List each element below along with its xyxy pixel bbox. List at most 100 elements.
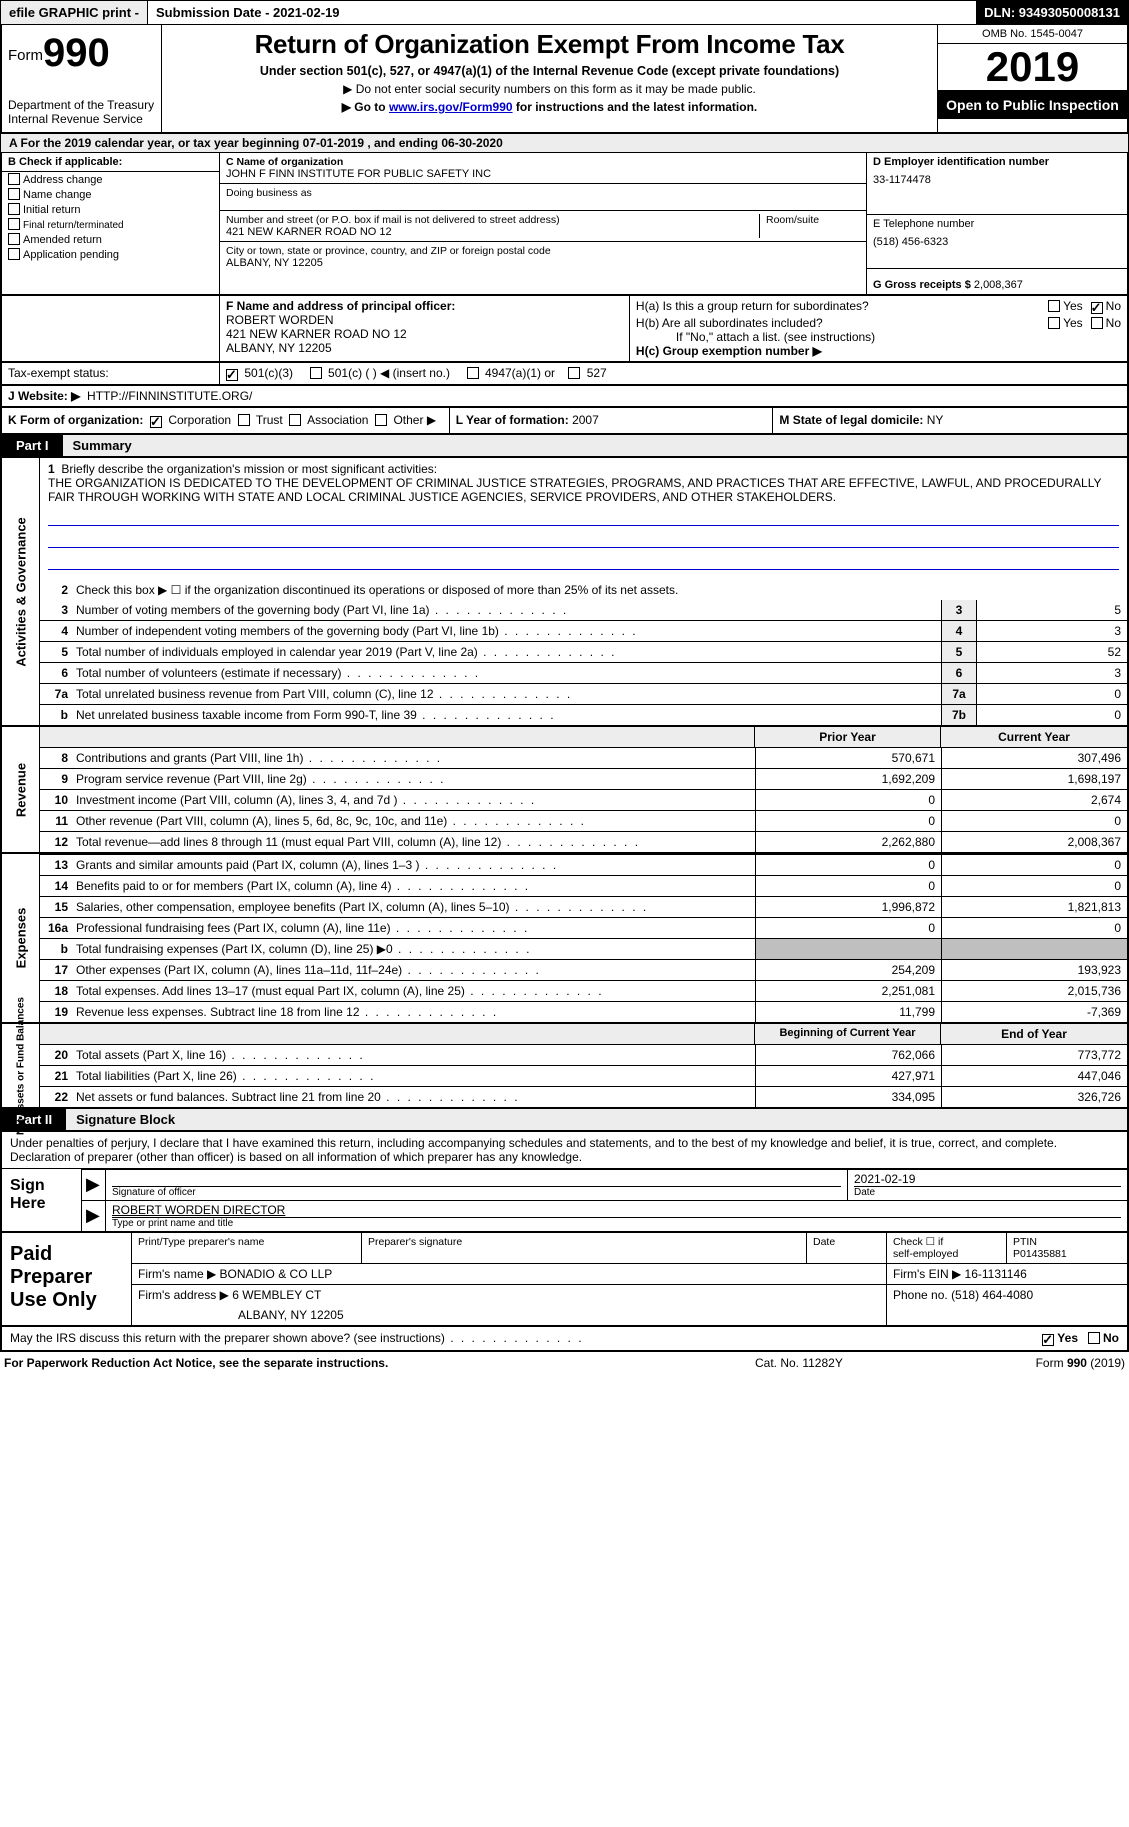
line-desc: Contributions and grants (Part VIII, lin…	[72, 748, 755, 768]
ha-no[interactable]: No	[1091, 299, 1121, 314]
form-header: Form990 Department of the Treasury Inter…	[0, 25, 1129, 134]
ha-yes[interactable]: Yes	[1048, 299, 1083, 314]
instructions-link[interactable]: www.irs.gov/Form990	[389, 100, 513, 114]
discuss-no[interactable]: No	[1088, 1331, 1119, 1346]
line-desc: Number of voting members of the governin…	[72, 600, 941, 620]
current-val: 193,923	[941, 960, 1127, 980]
k-label: K Form of organization:	[8, 413, 143, 427]
mission-q: Briefly describe the organization's miss…	[61, 462, 437, 476]
prior-val: 427,971	[755, 1066, 941, 1086]
vlabel-bal: Net Assets or Fund Balances	[15, 996, 26, 1134]
line-2: Check this box ▶ ☐ if the organization d…	[72, 580, 1127, 600]
line-desc: Program service revenue (Part VIII, line…	[72, 769, 755, 789]
hb-yes[interactable]: Yes	[1048, 316, 1083, 330]
line-num: 7a	[40, 684, 72, 704]
part-i-header: Part I Summary	[0, 435, 1129, 458]
year-formation: 2007	[572, 413, 599, 427]
current-val: 1,821,813	[941, 897, 1127, 917]
mission-blank-line	[48, 532, 1119, 548]
header-topbar: efile GRAPHIC print - Submission Date - …	[0, 0, 1129, 25]
b-initial-return[interactable]: Initial return	[2, 202, 219, 217]
prep-name-label: Print/Type preparer's name	[132, 1233, 362, 1263]
firm-addr-label: Firm's address ▶	[138, 1288, 229, 1302]
balances-block: Net Assets or Fund Balances Beginning of…	[0, 1024, 1129, 1109]
form-org-row: K Form of organization: Corporation Trus…	[0, 408, 1129, 435]
b-amended-return[interactable]: Amended return	[2, 232, 219, 247]
prior-val: 0	[755, 790, 941, 810]
line-ref: 5	[941, 642, 977, 662]
prior-val: 0	[755, 855, 941, 875]
prior-val: 1,692,209	[755, 769, 941, 789]
col-prior: Prior Year	[755, 727, 941, 747]
hb-no[interactable]: No	[1091, 316, 1121, 330]
b-final-return[interactable]: Final return/terminated	[2, 217, 219, 232]
ha-label: H(a) Is this a group return for subordin…	[636, 299, 1048, 314]
line-desc: Total expenses. Add lines 13–17 (must eq…	[72, 981, 755, 1001]
sig-date-label: Date	[854, 1186, 1121, 1198]
prior-val: 762,066	[755, 1045, 941, 1065]
form-rev: Form 990 (2019)	[955, 1356, 1125, 1370]
b-application-pending[interactable]: Application pending	[2, 247, 219, 262]
prior-val: 0	[755, 876, 941, 896]
return-subtitle: Under section 501(c), 527, or 4947(a)(1)…	[172, 64, 927, 78]
tax-exempt-label: Tax-exempt status:	[2, 363, 220, 384]
d-ein-label: D Employer identification number	[873, 156, 1121, 168]
discuss-yes[interactable]: Yes	[1042, 1331, 1078, 1346]
perjury-text: Under penalties of perjury, I declare th…	[2, 1132, 1127, 1168]
line-num: 21	[40, 1066, 72, 1086]
discuss-row: May the IRS discuss this return with the…	[0, 1327, 1129, 1352]
line-num: 18	[40, 981, 72, 1001]
b-address-change[interactable]: Address change	[2, 172, 219, 187]
prep-selfemp[interactable]: Check ☐ ifself-employed	[887, 1233, 1007, 1263]
gross-value: 2,008,367	[974, 279, 1023, 291]
b-name-change[interactable]: Name change	[2, 187, 219, 202]
org-info-row: B Check if applicable: Address change Na…	[0, 153, 1129, 296]
k-other[interactable]: Other ▶	[375, 413, 436, 427]
current-val: 447,046	[941, 1066, 1127, 1086]
current-val: 2,008,367	[941, 832, 1127, 852]
g-gross-label: G Gross receipts $	[873, 279, 971, 291]
line-desc: Total liabilities (Part X, line 26)	[72, 1066, 755, 1086]
print-name-label: Type or print name and title	[112, 1217, 1121, 1229]
prep-sig-label: Preparer's signature	[362, 1233, 807, 1263]
ptin-label: PTIN	[1013, 1236, 1037, 1248]
officer-group-row: F Name and address of principal officer:…	[0, 296, 1129, 363]
k-corp[interactable]: Corporation	[150, 413, 231, 427]
current-val: 1,698,197	[941, 769, 1127, 789]
return-title: Return of Organization Exempt From Incom…	[172, 29, 927, 60]
vlabel-gov: Activities & Governance	[13, 517, 28, 667]
line-num: 5	[40, 642, 72, 662]
hb-note: If "No," attach a list. (see instruction…	[636, 330, 1121, 344]
k-trust[interactable]: Trust	[238, 413, 283, 427]
prior-val: 2,251,081	[755, 981, 941, 1001]
line-num: 12	[40, 832, 72, 852]
goto-pre: ▶ Go to	[342, 100, 389, 114]
submission-date: Submission Date - 2021-02-19	[148, 1, 976, 24]
current-val: 2,015,736	[941, 981, 1127, 1001]
te-4947[interactable]: 4947(a)(1) or	[467, 366, 555, 380]
line-num: 9	[40, 769, 72, 789]
line-desc: Other expenses (Part IX, column (A), lin…	[72, 960, 755, 980]
sig-officer-label: Signature of officer	[112, 1186, 841, 1198]
line-num: 17	[40, 960, 72, 980]
k-assoc[interactable]: Association	[289, 413, 368, 427]
firm-addr2: ALBANY, NY 12205	[138, 1302, 880, 1322]
te-501c[interactable]: 501(c) ( ) ◀ (insert no.)	[310, 366, 450, 380]
line-desc: Investment income (Part VIII, column (A)…	[72, 790, 755, 810]
line-ref: 7b	[941, 705, 977, 725]
prior-val	[755, 939, 941, 959]
mission-text: THE ORGANIZATION IS DEDICATED TO THE DEV…	[48, 476, 1119, 504]
te-527[interactable]: 527	[568, 366, 606, 380]
current-val: -7,369	[941, 1002, 1127, 1022]
efile-button[interactable]: efile GRAPHIC print -	[1, 1, 148, 24]
org-name: JOHN F FINN INSTITUTE FOR PUBLIC SAFETY …	[226, 168, 860, 180]
prior-val: 11,799	[755, 1002, 941, 1022]
current-val	[941, 939, 1127, 959]
te-501c3[interactable]: 501(c)(3)	[226, 366, 293, 380]
prep-date-label: Date	[807, 1233, 887, 1263]
line-desc: Total unrelated business revenue from Pa…	[72, 684, 941, 704]
current-val: 0	[941, 855, 1127, 875]
discuss-q: May the IRS discuss this return with the…	[10, 1331, 445, 1345]
firm-name: BONADIO & CO LLP	[220, 1267, 333, 1281]
line-desc: Total revenue—add lines 8 through 11 (mu…	[72, 832, 755, 852]
